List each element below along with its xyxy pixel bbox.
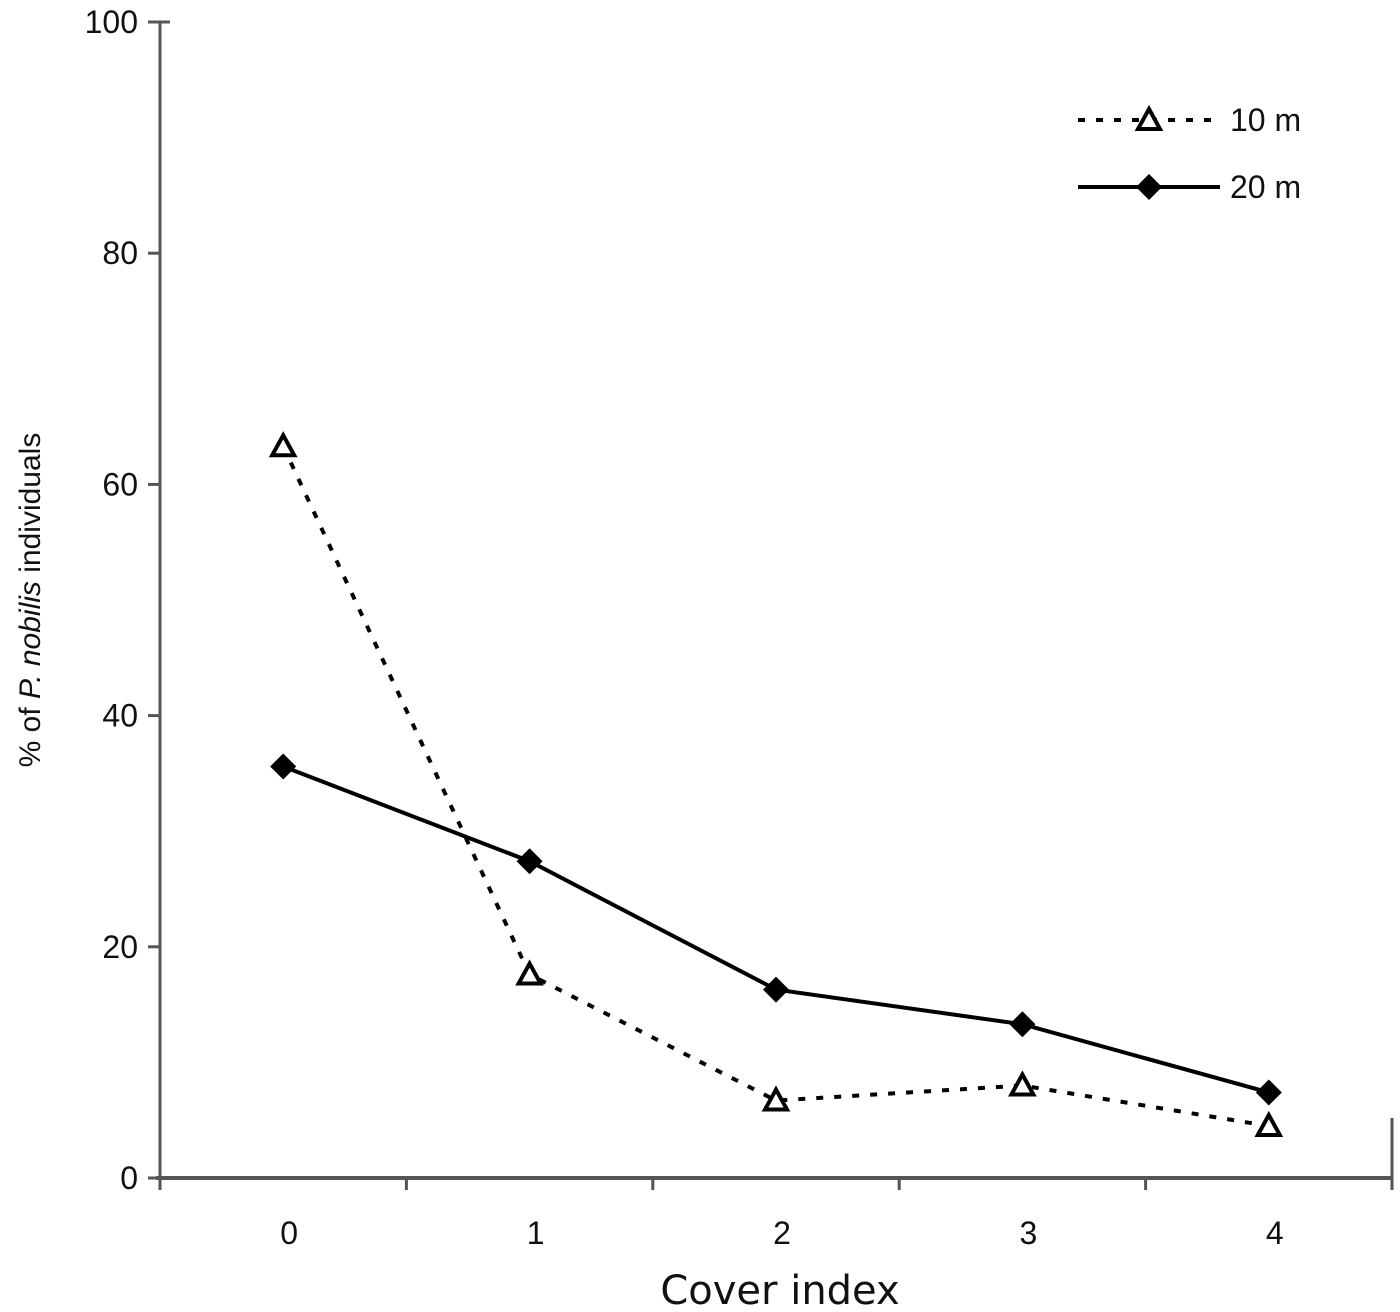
triangle-marker-icon (1254, 1110, 1284, 1137)
x-tick-label: 3 (1020, 1215, 1038, 1251)
x-tick-label: 1 (527, 1215, 545, 1251)
series-20-m (270, 753, 1282, 1106)
axes: 0 20 40 60 80 100 0 1 2 3 4 (85, 4, 1394, 1251)
diamond-marker-icon (763, 976, 789, 1003)
y-tick-label: 100 (85, 4, 138, 40)
y-title-prefix: % of (14, 699, 47, 767)
legend-diamond-icon (1136, 174, 1162, 200)
y-axis-title: % of P. nobilis individuals (14, 433, 47, 768)
x-tick-label: 4 (1266, 1215, 1284, 1251)
y-title-species: P. nobilis (14, 581, 47, 699)
legend-label: 10 m (1230, 102, 1301, 138)
legend-item: 20 m (1078, 169, 1301, 205)
series-10-m (268, 431, 1284, 1137)
y-tick-label: 0 (120, 1160, 138, 1196)
x-tick-label: 0 (280, 1215, 298, 1251)
legend-triangle-icon (1134, 104, 1164, 131)
y-tick-label: 60 (102, 466, 138, 502)
solid-line (282, 764, 1270, 1095)
dotted-line (281, 445, 1270, 1128)
y-tick-label: 80 (102, 235, 138, 271)
triangle-marker-icon (268, 431, 298, 458)
y-tick-label: 40 (102, 698, 138, 734)
diamond-marker-icon (1009, 1011, 1036, 1038)
x-axis-title: Cover index (660, 1268, 899, 1312)
y-title-suffix: individuals (14, 433, 47, 581)
triangle-marker-icon (1008, 1070, 1037, 1097)
x-tick-label: 2 (773, 1215, 791, 1251)
diamond-marker-icon (1255, 1079, 1282, 1106)
triangle-marker-icon (515, 959, 544, 986)
triangle-marker-icon (761, 1085, 791, 1112)
legend-label: 20 m (1230, 169, 1301, 205)
legend: 10 m 20 m (1078, 102, 1301, 205)
legend-item: 10 m (1078, 102, 1301, 138)
series-layer (268, 431, 1284, 1137)
y-tick-label: 20 (102, 929, 138, 965)
diamond-marker-icon (516, 848, 543, 875)
diamond-marker-icon (270, 753, 297, 780)
